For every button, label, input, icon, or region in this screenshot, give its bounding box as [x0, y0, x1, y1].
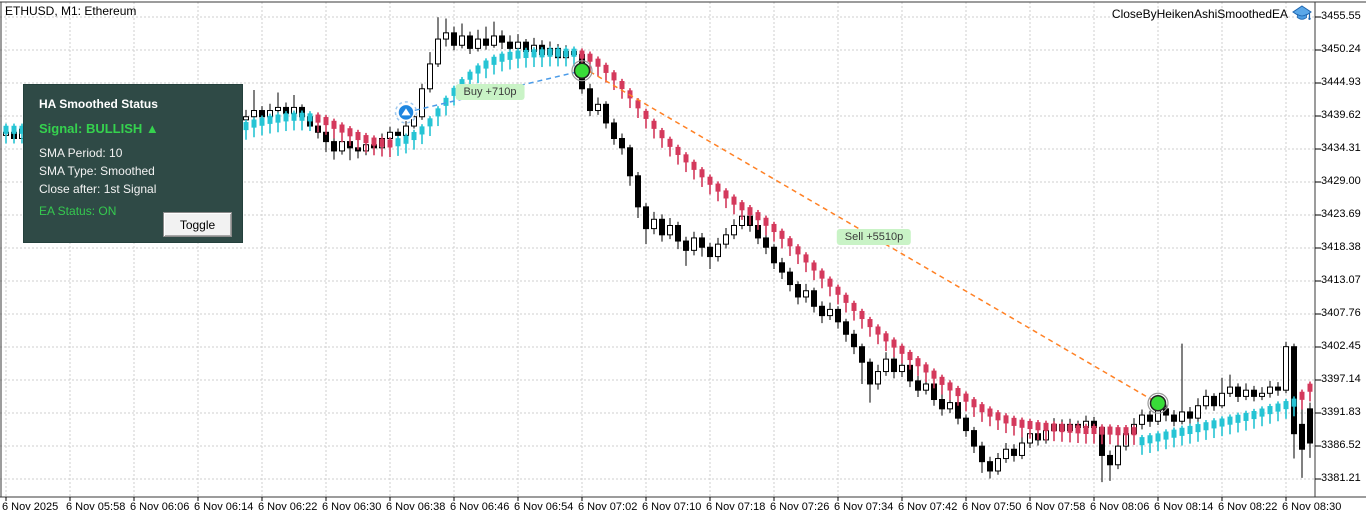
time-axis[interactable]: 6 Nov 2025 6 Nov 05:58 6 Nov 06:06 6 Nov 06… [0, 498, 1366, 519]
time-axis-label: 6 Nov 06:14 [194, 501, 254, 513]
sma-type-text: SMA Type: Smoothed [39, 164, 155, 178]
ea-badge: CloseByHeikenAshiSmoothedEA [1112, 5, 1312, 23]
graduation-cap-icon[interactable] [1292, 5, 1312, 23]
time-axis-label: 6 Nov 05:58 [66, 501, 126, 513]
time-axis-label: 6 Nov 2025 [2, 501, 59, 513]
toggle-button[interactable]: Toggle [163, 212, 232, 237]
time-axis-label: 6 Nov 06:46 [450, 501, 510, 513]
time-axis-label: 6 Nov 06:38 [386, 501, 446, 513]
buy-close-marker[interactable] [571, 60, 593, 82]
panel-title: HA Smoothed Status [39, 97, 158, 111]
ea-name-label: CloseByHeikenAshiSmoothedEA [1111, 7, 1288, 21]
price-axis-label: 3434.31 [1321, 142, 1361, 154]
buy-entry-marker[interactable] [394, 101, 418, 124]
time-axis-label: 6 Nov 06:30 [322, 501, 382, 513]
sell-trade-label: Sell +5510p [836, 229, 912, 245]
time-axis-label: 6 Nov 07:50 [962, 501, 1022, 513]
ea-status-text: EA Status: ON [39, 204, 117, 218]
axis-ticks [5, 16, 1321, 501]
price-axis-label: 3418.38 [1321, 241, 1361, 253]
time-axis-label: 6 Nov 08:22 [1218, 501, 1278, 513]
symbol-title: ETHUSD, M1: Ethereum [5, 4, 137, 18]
price-axis-label: 3381.21 [1321, 472, 1361, 484]
time-axis-label: 6 Nov 07:18 [706, 501, 766, 513]
price-axis-label: 3450.24 [1321, 43, 1361, 55]
buy-trade-label: Buy +710p [455, 84, 525, 100]
time-axis-label: 6 Nov 08:30 [1282, 501, 1342, 513]
chart-borders [0, 1, 1366, 498]
signal-status-text: Signal: BULLISH ▲ [39, 121, 159, 136]
time-axis-label: 6 Nov 06:06 [130, 501, 190, 513]
price-axis-label: 3391.83 [1321, 406, 1361, 418]
price-axis[interactable]: 3455.55 3450.24 3444.93 3439.62 3434.31 3429.… [1316, 0, 1366, 497]
sma-period-text: SMA Period: 10 [39, 146, 123, 160]
grid [0, 2, 1315, 497]
price-axis-label: 3397.14 [1321, 373, 1361, 385]
price-axis-label: 3413.07 [1321, 274, 1361, 286]
time-axis-label: 6 Nov 07:02 [578, 501, 638, 513]
time-axis-label: 6 Nov 06:22 [258, 501, 318, 513]
price-axis-label: 3402.45 [1321, 340, 1361, 352]
time-axis-label: 6 Nov 07:34 [834, 501, 894, 513]
price-axis-label: 3407.76 [1321, 307, 1361, 319]
sell-close-marker[interactable] [1147, 392, 1169, 414]
ha-status-panel: HA Smoothed Status Signal: BULLISH ▲ SMA… [23, 84, 243, 243]
price-axis-label: 3386.52 [1321, 439, 1361, 451]
price-axis-label: 3444.93 [1321, 76, 1361, 88]
price-axis-label: 3439.62 [1321, 109, 1361, 121]
time-axis-label: 6 Nov 07:26 [770, 501, 830, 513]
close-after-text: Close after: 1st Signal [39, 182, 157, 196]
price-axis-label: 3455.55 [1321, 10, 1361, 22]
time-axis-label: 6 Nov 08:06 [1090, 501, 1150, 513]
time-axis-label: 6 Nov 07:10 [642, 501, 702, 513]
time-axis-label: 6 Nov 07:42 [898, 501, 958, 513]
time-axis-label: 6 Nov 07:58 [1026, 501, 1086, 513]
price-axis-label: 3423.69 [1321, 208, 1361, 220]
time-axis-label: 6 Nov 08:14 [1154, 501, 1214, 513]
price-axis-label: 3429.00 [1321, 175, 1361, 187]
time-axis-label: 6 Nov 06:54 [514, 501, 574, 513]
